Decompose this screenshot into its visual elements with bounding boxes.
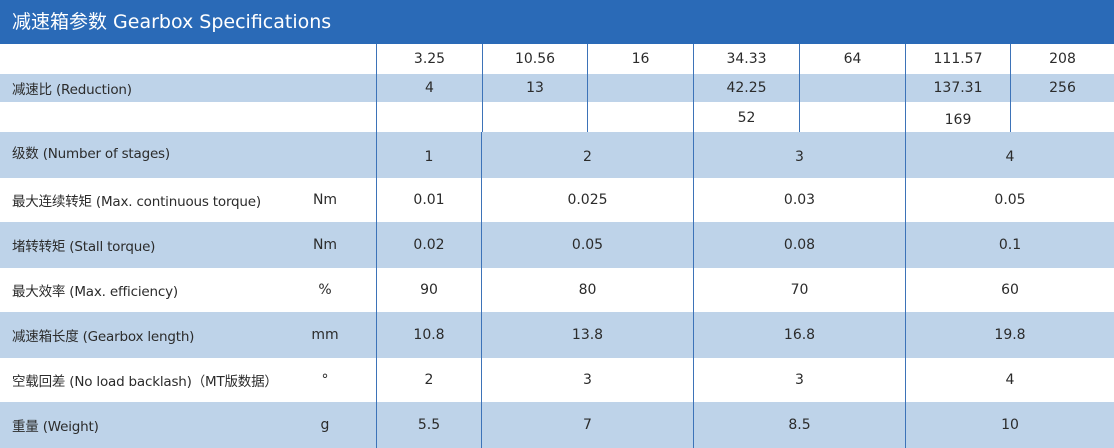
efficiency-value: 60 bbox=[1001, 282, 1019, 298]
efficiency-value: 70 bbox=[790, 282, 809, 298]
stall-torque-value: 0.1 bbox=[998, 237, 1022, 253]
backlash-label: 空载回差 (No load backlash)（MT版数据） bbox=[12, 374, 278, 390]
continuous-torque-label: 最大连续转矩 (Max. continuous torque) bbox=[12, 194, 261, 210]
efficiency-unit: % bbox=[318, 282, 332, 298]
column-rule bbox=[799, 44, 800, 132]
row-band-backlash bbox=[0, 358, 1114, 402]
backlash-unit: ° bbox=[321, 372, 329, 388]
reduction-value: 208 bbox=[1049, 51, 1076, 67]
reduction-band-3 bbox=[0, 102, 1114, 132]
backlash-value: 2 bbox=[424, 372, 434, 388]
reduction-band-1 bbox=[0, 44, 1114, 74]
stages-value: 4 bbox=[1005, 149, 1015, 165]
reduction-value: 4 bbox=[425, 80, 434, 96]
stages-value: 3 bbox=[795, 149, 804, 165]
column-rule bbox=[481, 132, 482, 448]
efficiency-value: 90 bbox=[420, 282, 438, 298]
row-band-torque bbox=[0, 178, 1114, 222]
column-rule bbox=[905, 44, 906, 448]
gearbox-length-value: 16.8 bbox=[783, 327, 816, 343]
gearbox-length-value: 19.8 bbox=[994, 327, 1026, 343]
row-band-length bbox=[0, 312, 1114, 358]
stages-value: 2 bbox=[583, 149, 592, 165]
continuous-torque-unit: Nm bbox=[312, 192, 338, 208]
weight-unit: g bbox=[320, 417, 330, 433]
backlash-value: 3 bbox=[795, 372, 804, 388]
reduction-value: 3.25 bbox=[413, 51, 446, 67]
reduction-value: 137.31 bbox=[933, 80, 983, 96]
reduction-value: 52 bbox=[737, 110, 756, 126]
stall-torque-value: 0.02 bbox=[413, 237, 445, 253]
stages-label: 级数 (Number of stages) bbox=[12, 146, 170, 162]
reduction-value: 16 bbox=[631, 51, 650, 67]
row-band-efficiency bbox=[0, 268, 1114, 312]
column-rule bbox=[1010, 44, 1011, 132]
table-title: 减速箱参数 Gearbox Specifications bbox=[0, 0, 1114, 44]
weight-value: 7 bbox=[583, 417, 592, 433]
gearbox-length-label: 减速箱长度 (Gearbox length) bbox=[12, 329, 195, 345]
continuous-torque-value: 0.05 bbox=[994, 192, 1026, 208]
backlash-value: 3 bbox=[583, 372, 592, 388]
column-rule bbox=[482, 44, 483, 132]
weight-value: 10 bbox=[1001, 417, 1019, 433]
reduction-value: 256 bbox=[1049, 80, 1076, 96]
row-band-stages bbox=[0, 132, 1114, 178]
efficiency-label: 最大效率 (Max. efficiency) bbox=[12, 284, 178, 300]
reduction-value: 34.33 bbox=[726, 51, 767, 67]
reduction-value: 169 bbox=[944, 112, 972, 128]
row-band-stall bbox=[0, 222, 1114, 268]
gearbox-length-value: 10.8 bbox=[413, 327, 445, 343]
gearbox-length-value: 13.8 bbox=[571, 327, 604, 343]
reduction-label: 减速比 (Reduction) bbox=[12, 82, 132, 98]
continuous-torque-value: 0.03 bbox=[783, 192, 816, 208]
stall-torque-value: 0.05 bbox=[571, 237, 604, 253]
column-rule bbox=[376, 44, 377, 448]
stall-torque-unit: Nm bbox=[312, 237, 338, 253]
reduction-value: 10.56 bbox=[514, 51, 556, 67]
efficiency-value: 80 bbox=[578, 282, 597, 298]
stall-torque-value: 0.08 bbox=[783, 237, 816, 253]
continuous-torque-value: 0.025 bbox=[567, 192, 608, 208]
continuous-torque-value: 0.01 bbox=[413, 192, 445, 208]
gearbox-spec-table: 减速比 (Reduction) 3.25 10.56 16 34.33 64 1… bbox=[0, 44, 1114, 448]
reduction-value: 111.57 bbox=[933, 51, 983, 67]
column-rule bbox=[693, 44, 694, 448]
gearbox-length-unit: mm bbox=[311, 327, 339, 343]
row-band-weight bbox=[0, 402, 1114, 448]
weight-value: 8.5 bbox=[788, 417, 811, 433]
stages-value: 1 bbox=[424, 149, 434, 165]
backlash-value: 4 bbox=[1005, 372, 1015, 388]
column-rule bbox=[587, 44, 588, 132]
reduction-value: 64 bbox=[843, 51, 862, 67]
weight-value: 5.5 bbox=[417, 417, 441, 433]
reduction-value: 42.25 bbox=[726, 80, 767, 96]
reduction-value: 13 bbox=[526, 80, 544, 96]
stall-torque-label: 堵转转矩 (Stall torque) bbox=[12, 239, 156, 255]
reduction-band-2 bbox=[0, 74, 1114, 102]
weight-label: 重量 (Weight) bbox=[12, 419, 99, 435]
